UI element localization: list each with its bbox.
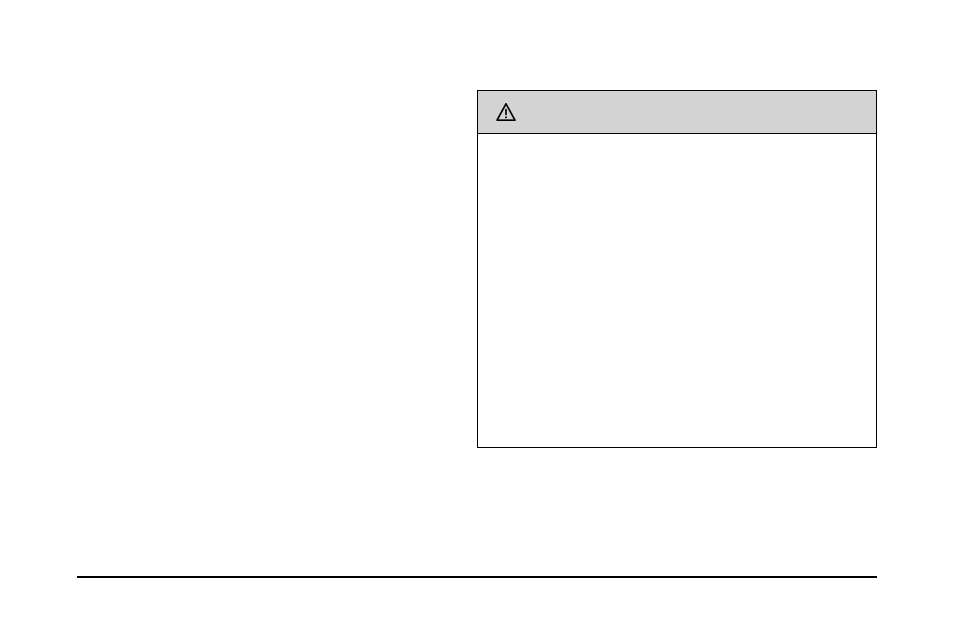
warning-header: [478, 91, 876, 134]
warning-body: [478, 134, 876, 154]
warning-triangle-icon: [496, 103, 516, 121]
warning-callout: [477, 90, 877, 448]
footer-rule: [77, 576, 877, 578]
